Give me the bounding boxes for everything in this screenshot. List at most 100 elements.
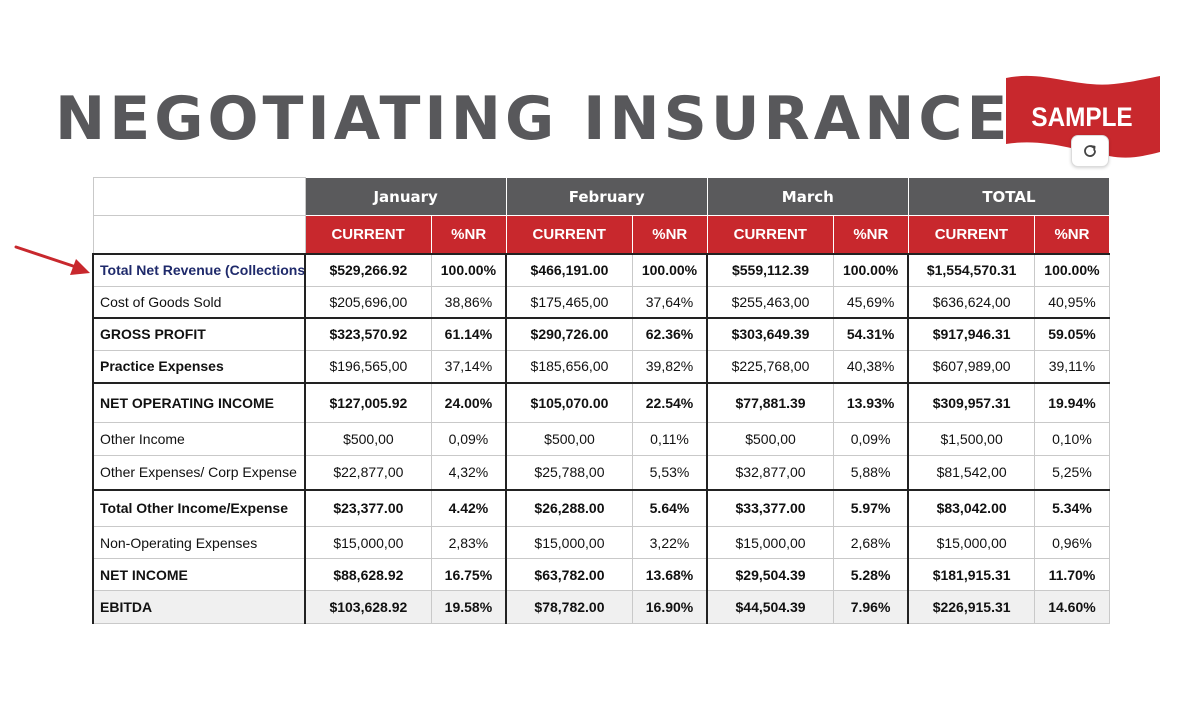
subheader-pct: %NR bbox=[631, 215, 708, 254]
refresh-button[interactable] bbox=[1071, 135, 1109, 167]
sub-header-row: CURRENT %NR CURRENT %NR CURRENT %NR CURR… bbox=[92, 215, 1111, 254]
cell-pct: 37,64% bbox=[631, 286, 708, 318]
cell-pct: 5.97% bbox=[832, 488, 909, 527]
cell-current: $29,504.39 bbox=[706, 558, 834, 591]
cell-current: $309,957.31 bbox=[907, 381, 1035, 423]
cell-pct: 40,38% bbox=[832, 350, 909, 383]
cell-pct: 59.05% bbox=[1033, 316, 1111, 351]
subheader-current: CURRENT bbox=[304, 215, 432, 254]
cell-pct: 0,09% bbox=[832, 422, 909, 456]
cell-pct: 13.68% bbox=[631, 558, 708, 591]
row-total-other-income-expense: Total Other Income/Expense $23,377.00 4.… bbox=[91, 488, 1111, 527]
row-net-income: NET INCOME $88,628.92 16.75% $63,782.00 … bbox=[91, 558, 1111, 591]
cell-current: $33,377.00 bbox=[706, 488, 834, 527]
cell-current: $26,288.00 bbox=[505, 488, 633, 527]
cell-pct: 5,88% bbox=[832, 455, 909, 490]
cell-pct: 19.58% bbox=[430, 590, 507, 624]
cell-current: $44,504.39 bbox=[706, 590, 834, 624]
cell-pct: 40,95% bbox=[1033, 286, 1111, 318]
subheader-current: CURRENT bbox=[706, 215, 834, 254]
cell-pct: 19.94% bbox=[1033, 381, 1111, 423]
cell-pct: 0,09% bbox=[430, 422, 507, 456]
cell-pct: 22.54% bbox=[631, 381, 708, 423]
cell-current: $290,726.00 bbox=[505, 316, 633, 351]
cell-current: $22,877,00 bbox=[304, 455, 432, 490]
cell-current: $255,463,00 bbox=[706, 286, 834, 318]
cell-pct: 2,83% bbox=[430, 526, 507, 559]
sample-flag: SAMPLE bbox=[1004, 74, 1162, 164]
cell-current: $175,465,00 bbox=[505, 286, 633, 318]
cell-current: $15,000,00 bbox=[706, 526, 834, 559]
sample-badge-text: SAMPLE bbox=[1031, 102, 1133, 132]
cell-pct: 5.28% bbox=[832, 558, 909, 591]
income-statement-table: January February March TOTAL CURRENT %NR… bbox=[91, 177, 1111, 624]
cell-pct: 16.75% bbox=[430, 558, 507, 591]
row-label: Practice Expenses bbox=[91, 350, 306, 383]
cell-pct: 100.00% bbox=[832, 252, 909, 287]
cell-pct: 13.93% bbox=[832, 381, 909, 423]
cell-current: $500,00 bbox=[706, 422, 834, 456]
cell-pct: 5,53% bbox=[631, 455, 708, 490]
cell-current: $636,624,00 bbox=[907, 286, 1035, 318]
cell-current: $1,500,00 bbox=[907, 422, 1035, 456]
cell-pct: 0,96% bbox=[1033, 526, 1111, 559]
subheader-pct: %NR bbox=[832, 215, 909, 254]
cell-current: $323,570.92 bbox=[304, 316, 432, 351]
month-header-january: January bbox=[304, 177, 507, 216]
cell-pct: 5.34% bbox=[1033, 488, 1111, 527]
cell-current: $25,788,00 bbox=[505, 455, 633, 490]
cell-current: $23,377.00 bbox=[304, 488, 432, 527]
header-corner bbox=[92, 177, 306, 216]
cell-pct: 24.00% bbox=[430, 381, 507, 423]
cell-pct: 14.60% bbox=[1033, 590, 1111, 624]
refresh-icon bbox=[1084, 145, 1096, 157]
row-other-expenses: Other Expenses/ Corp Expense $22,877,00 … bbox=[91, 455, 1111, 490]
cell-current: $105,070.00 bbox=[505, 381, 633, 423]
cell-pct: 61.14% bbox=[430, 316, 507, 351]
row-label: Total Other Income/Expense bbox=[91, 488, 306, 527]
cell-current: $15,000,00 bbox=[907, 526, 1035, 559]
row-practice-expenses: Practice Expenses $196,565,00 37,14% $18… bbox=[91, 350, 1111, 383]
cell-current: $181,915.31 bbox=[907, 558, 1035, 591]
month-header-total: TOTAL bbox=[907, 177, 1111, 216]
row-label: NET INCOME bbox=[91, 558, 306, 591]
row-label: Other Income bbox=[91, 422, 306, 456]
cell-pct: 7.96% bbox=[832, 590, 909, 624]
cell-current: $226,915.31 bbox=[907, 590, 1035, 624]
cell-current: $81,542,00 bbox=[907, 455, 1035, 490]
cell-pct: 100.00% bbox=[1033, 252, 1111, 287]
cell-pct: 4.42% bbox=[430, 488, 507, 527]
row-label: Other Expenses/ Corp Expense bbox=[91, 455, 306, 490]
cell-pct: 38,86% bbox=[430, 286, 507, 318]
flag-shape-icon bbox=[1006, 75, 1160, 158]
cell-pct: 3,22% bbox=[631, 526, 708, 559]
cell-current: $466,191.00 bbox=[505, 252, 633, 287]
cell-current: $607,989,00 bbox=[907, 350, 1035, 383]
cell-pct: 100.00% bbox=[631, 252, 708, 287]
cell-current: $15,000,00 bbox=[505, 526, 633, 559]
cell-pct: 0,10% bbox=[1033, 422, 1111, 456]
subheader-pct: %NR bbox=[430, 215, 507, 254]
row-label: Cost of Goods Sold bbox=[91, 286, 306, 318]
row-gross-profit: GROSS PROFIT $323,570.92 61.14% $290,726… bbox=[91, 316, 1111, 351]
cell-current: $225,768,00 bbox=[706, 350, 834, 383]
row-non-operating-expenses: Non-Operating Expenses $15,000,00 2,83% … bbox=[91, 526, 1111, 559]
cell-pct: 37,14% bbox=[430, 350, 507, 383]
cell-pct: 4,32% bbox=[430, 455, 507, 490]
cell-current: $917,946.31 bbox=[907, 316, 1035, 351]
subheader-pct: %NR bbox=[1033, 215, 1111, 254]
month-header-february: February bbox=[505, 177, 708, 216]
cell-current: $83,042.00 bbox=[907, 488, 1035, 527]
cell-current: $127,005.92 bbox=[304, 381, 432, 423]
cell-pct: 45,69% bbox=[832, 286, 909, 318]
cell-pct: 16.90% bbox=[631, 590, 708, 624]
cell-current: $205,696,00 bbox=[304, 286, 432, 318]
pointer-arrow-icon bbox=[14, 245, 90, 275]
cell-current: $88,628.92 bbox=[304, 558, 432, 591]
cell-current: $185,656,00 bbox=[505, 350, 633, 383]
cell-pct: 5,25% bbox=[1033, 455, 1111, 490]
cell-current: $196,565,00 bbox=[304, 350, 432, 383]
month-header-march: March bbox=[706, 177, 909, 216]
row-label: EBITDA bbox=[91, 590, 306, 624]
row-total-net-revenue: Total Net Revenue (Collections) $529,266… bbox=[91, 252, 1111, 287]
